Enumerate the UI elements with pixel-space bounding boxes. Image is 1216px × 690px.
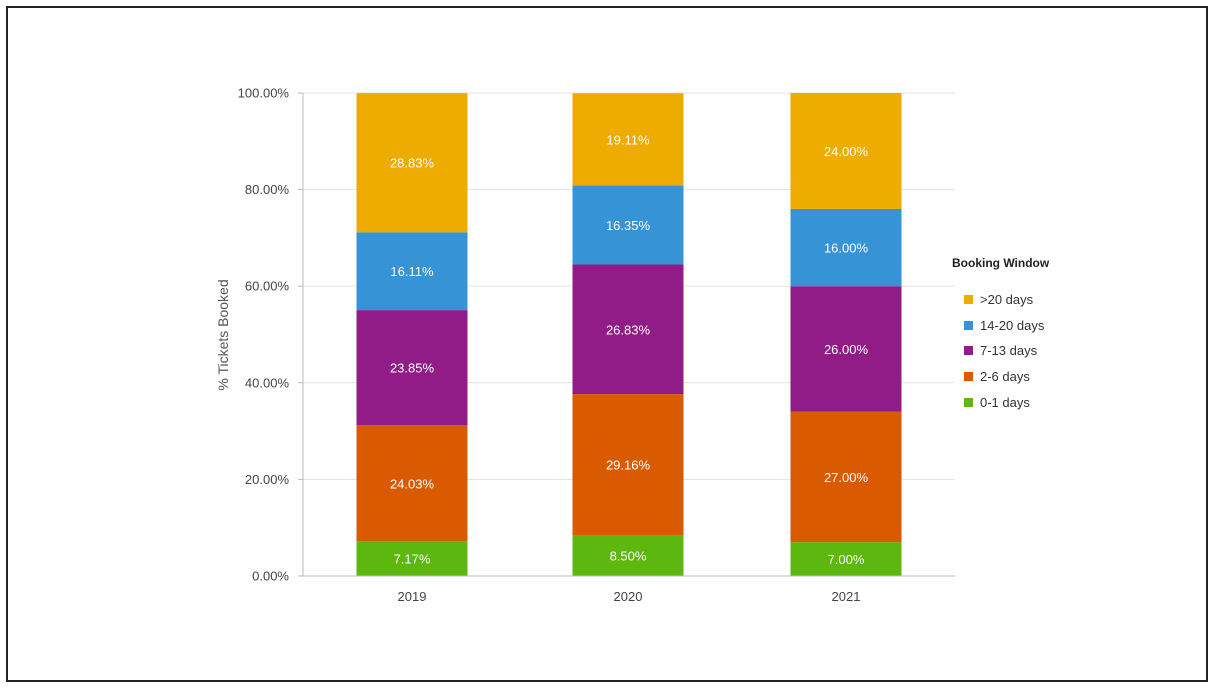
data-label: 16.11% — [390, 264, 434, 279]
bar-segment — [572, 185, 684, 265]
bars: 7.17% 24.03% 23.85% 16.11% 28.83% 8.50% 29.16%… — [356, 93, 902, 576]
data-label: 7.00% — [828, 552, 865, 567]
data-label: 26.00% — [824, 342, 869, 357]
legend-entry: 2-6 days — [952, 364, 1049, 390]
bar-segment — [356, 93, 468, 233]
data-label: 24.00% — [824, 144, 869, 159]
y-axis-ticks: 0.00% 20.00% 40.00% 60.00% 80.00% 100.00% — [238, 86, 303, 584]
bar-segment — [356, 541, 468, 576]
y-tick-label: 80.00% — [245, 182, 290, 197]
bar-segment — [356, 425, 468, 542]
legend-swatch — [964, 346, 973, 356]
data-label: 29.16% — [606, 458, 651, 473]
data-label: 16.35% — [606, 218, 651, 233]
data-label: 16.00% — [824, 241, 869, 256]
legend-swatch — [964, 295, 973, 305]
y-tick-label: 40.00% — [245, 375, 290, 390]
legend: Booking Window >20 days 14-20 days 7-13 da… — [952, 256, 1049, 415]
legend-title: Booking Window — [952, 256, 1050, 270]
legend-entry: 14-20 days — [952, 313, 1049, 339]
y-tick-label: 0.00% — [252, 569, 289, 584]
bar-segment — [790, 208, 902, 287]
legend-label: 0-1 days — [980, 394, 1030, 410]
y-tick-label: 100.00% — [238, 86, 290, 101]
x-tick-label: 2020 — [614, 589, 643, 604]
legend-swatch — [964, 372, 973, 382]
data-label: 28.83% — [390, 156, 435, 171]
legend-label: 7-13 days — [980, 343, 1038, 359]
bar-segment — [790, 93, 902, 209]
legend-swatch — [964, 320, 973, 330]
bar-segment — [790, 286, 902, 412]
bar-segment — [790, 542, 902, 576]
x-tick-label: 2021 — [832, 589, 861, 604]
legend-items: >20 days 14-20 days 7-13 days 2-6 days 0-1 d… — [952, 287, 1049, 415]
x-tick-label: 2019 — [398, 589, 427, 604]
data-label: 7.17% — [394, 552, 431, 567]
legend-label: 14-20 days — [980, 317, 1045, 333]
legend-swatch — [964, 397, 973, 407]
legend-entry: >20 days — [952, 287, 1049, 313]
y-tick-label: 20.00% — [245, 472, 290, 487]
bar-segment — [572, 93, 684, 186]
bar-segment — [572, 534, 684, 576]
bar-segment — [572, 394, 684, 535]
bar-segment — [572, 264, 684, 395]
data-label: 24.03% — [390, 476, 435, 491]
legend-entry: 7-13 days — [952, 338, 1049, 364]
data-label: 8.50% — [610, 548, 647, 563]
legend-entry: 0-1 days — [952, 389, 1049, 415]
x-axis-ticks: 2019 2020 2021 — [398, 589, 861, 604]
bar-segment — [790, 411, 902, 543]
bar-segment — [356, 232, 468, 311]
bar-segment — [356, 310, 468, 426]
y-axis-label: % Tickets Booked — [215, 279, 231, 390]
legend-label: >20 days — [980, 292, 1034, 308]
y-tick-label: 60.00% — [245, 279, 290, 294]
data-label: 26.83% — [606, 322, 651, 337]
data-label: 23.85% — [390, 361, 435, 376]
data-label: 27.00% — [824, 470, 869, 485]
legend-label: 2-6 days — [980, 369, 1030, 385]
data-label: 19.11% — [606, 132, 650, 147]
